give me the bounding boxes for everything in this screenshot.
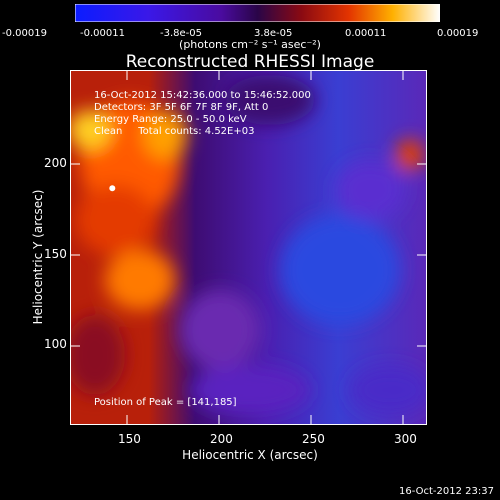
heatmap-field: [70, 75, 427, 415]
x-axis-label: Heliocentric X (arcsec): [182, 448, 318, 462]
peak-marker: [109, 185, 116, 192]
colorbar-tick-label: 3.8e-05: [254, 28, 293, 39]
colorbar-tick-label: -3.8e-05: [160, 28, 202, 39]
colorbar-tick-label: 0.00019: [437, 28, 479, 39]
info-time-range: 16-Oct-2012 15:42:36.000 to 15:46:52.000: [94, 90, 311, 101]
peak-position-label: Position of Peak = [141,185]: [94, 397, 237, 408]
colorbar-tick-label: -0.00011: [80, 28, 125, 39]
info-detectors: Detectors: 3F 5F 6F 7F 8F 9F, Att 0: [94, 102, 269, 113]
info-clean-counts: Clean Total counts: 4.52E+03: [94, 126, 255, 137]
chart-title: Reconstructed RHESSI Image: [125, 52, 375, 72]
y-tick-label: 150: [44, 247, 67, 261]
plot-frame: [70, 70, 427, 425]
y-tick-label: 100: [44, 337, 67, 351]
x-tick-label: 150: [118, 432, 141, 446]
colorbar-tick-label: -0.00019: [2, 28, 47, 39]
colorbar-tick-label: 0.00011: [345, 28, 387, 39]
x-tick-marks: [126, 70, 404, 425]
heatmap-plot: [70, 70, 427, 425]
info-energy-range: Energy Range: 25.0 - 50.0 keV: [94, 114, 247, 125]
x-tick-label: 250: [302, 432, 325, 446]
colorbar-units: (photons cm⁻² s⁻¹ asec⁻²): [179, 38, 321, 51]
y-axis-label: Heliocentric Y (arcsec): [31, 189, 45, 325]
y-tick-marks: [70, 163, 427, 347]
x-tick-label: 200: [210, 432, 233, 446]
y-tick-label: 200: [44, 156, 67, 170]
timestamp: 16-Oct-2012 23:37: [399, 486, 494, 497]
colorbar: [75, 4, 440, 22]
x-tick-label: 300: [394, 432, 417, 446]
